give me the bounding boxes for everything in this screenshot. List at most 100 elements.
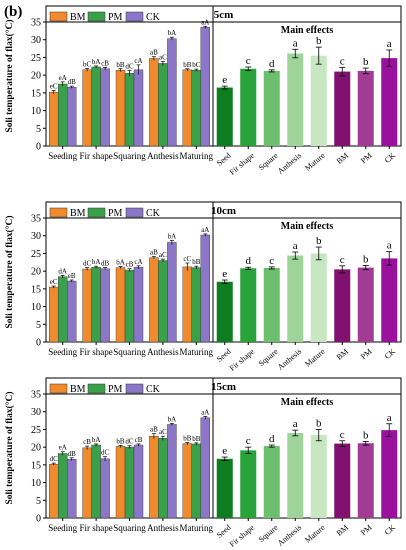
bar-ck (167, 424, 177, 519)
bar-pm (191, 267, 202, 343)
main-effect-bar (287, 255, 304, 342)
significance-label: bC (83, 60, 92, 68)
bar-bm (182, 443, 193, 519)
bar-bm (115, 69, 126, 147)
significance-label: dC (125, 438, 134, 446)
main-effect-bar (334, 269, 351, 342)
main-effect-bar (263, 267, 280, 342)
significance-label: b (316, 235, 322, 247)
x-tick-label: Seeding (48, 151, 77, 161)
x-tick-label: Fir shape (79, 523, 112, 533)
x-tick-label: PM (359, 523, 374, 537)
bar-bm (49, 286, 59, 343)
significance-label: a (387, 38, 392, 50)
bar-ck (133, 69, 144, 147)
significance-label: dC (83, 260, 92, 268)
significance-label: cB (83, 438, 91, 446)
bar-bm (82, 268, 92, 343)
significance-label: a (387, 240, 392, 252)
y-tick-label: 35 (31, 390, 41, 401)
significance-label: dC (50, 455, 59, 463)
legend-swatch-pm (87, 11, 106, 22)
significance-label: b (363, 429, 369, 441)
significance-label: dB (68, 450, 77, 458)
bar-bm (82, 69, 92, 147)
significance-label: eA (59, 74, 67, 82)
bar-bm (49, 91, 59, 147)
significance-label: b (316, 417, 322, 429)
bar-bm (182, 266, 193, 343)
chart-panel-1: 10cm 0 5 10 15 20 25 30 35 Soli temperature of fl… (4, 201, 402, 373)
significance-label: aA (201, 408, 209, 416)
x-tick-label: Seed (215, 523, 233, 540)
significance-label: bB (192, 435, 201, 443)
main-effect-bar (263, 446, 280, 518)
main-effect-bar (357, 70, 374, 146)
legend-swatch-bm (49, 207, 68, 218)
y-tick-label: 0 (36, 142, 41, 153)
x-tick-label: Maturing (180, 523, 214, 533)
significance-label: aA (201, 18, 209, 26)
bar-ck (167, 38, 177, 147)
significance-label: a (293, 37, 298, 49)
legend-label-bm: BM (70, 12, 86, 23)
significance-label: eB (68, 272, 76, 280)
y-tick-label: 30 (31, 35, 41, 46)
x-tick-label: CK (383, 523, 397, 537)
bar-ck (100, 68, 110, 147)
bar-pm (91, 66, 101, 147)
legend-label-ck: CK (146, 208, 161, 219)
y-tick-label: 10 (31, 478, 41, 489)
main-effect-bar (240, 68, 257, 146)
main-effects-title: Main effects (281, 25, 334, 36)
significance-label: bA (116, 259, 125, 267)
significance-label: dC (125, 63, 134, 71)
x-tick-label: Mature (303, 151, 327, 173)
bar-ck (200, 417, 211, 519)
y-axis-label: Soli temperature of flax(°C) (4, 19, 15, 132)
depth-title: 15cm (211, 381, 236, 393)
significance-label: aB (150, 249, 158, 257)
bar-ck (167, 242, 177, 343)
legend-label-ck: CK (146, 384, 161, 395)
x-tick-label: Anthesis (147, 151, 179, 161)
x-tick-label: Fir shape (79, 151, 112, 161)
legend-label-bm: BM (70, 208, 86, 219)
bar-bm (115, 446, 126, 519)
main-effect-bar (240, 268, 257, 342)
significance-label: b (363, 253, 369, 265)
significance-label: bC (192, 61, 201, 69)
significance-label: e (222, 268, 227, 280)
y-tick-label: 30 (31, 231, 41, 242)
bar-bm (149, 58, 159, 147)
x-tick-label: BM (335, 347, 350, 362)
x-tick-label: Fir shape (228, 347, 257, 373)
x-tick-label: Fir shape (228, 523, 257, 549)
bar-pm (58, 453, 68, 519)
bar-bm (149, 257, 159, 343)
x-tick-label: CK (383, 347, 397, 361)
legend-swatch-bm (49, 383, 68, 394)
main-effect-bar (310, 435, 327, 518)
significance-label: a (387, 412, 392, 424)
legend-label-bm: BM (70, 384, 86, 395)
significance-label: bB (192, 258, 201, 266)
bar-bm (49, 463, 59, 519)
bar-ck (200, 27, 211, 147)
x-tick-label: Squaring (113, 347, 146, 357)
x-tick-label: Seeding (48, 523, 77, 533)
bar-bm (82, 447, 92, 519)
y-tick-label: 0 (36, 338, 41, 349)
bar-ck (66, 280, 77, 343)
bar-pm (58, 276, 68, 343)
y-tick-label: 25 (31, 53, 41, 64)
main-effect-bar (381, 58, 398, 146)
significance-label: bA (168, 29, 177, 37)
significance-label: cA (134, 57, 142, 65)
legend-swatch-ck (125, 383, 144, 394)
bar-pm (158, 438, 168, 519)
y-tick-label: 20 (31, 443, 41, 454)
bar-pm (91, 444, 101, 519)
significance-label: cA (134, 258, 142, 266)
legend-label-ck: CK (146, 12, 161, 23)
